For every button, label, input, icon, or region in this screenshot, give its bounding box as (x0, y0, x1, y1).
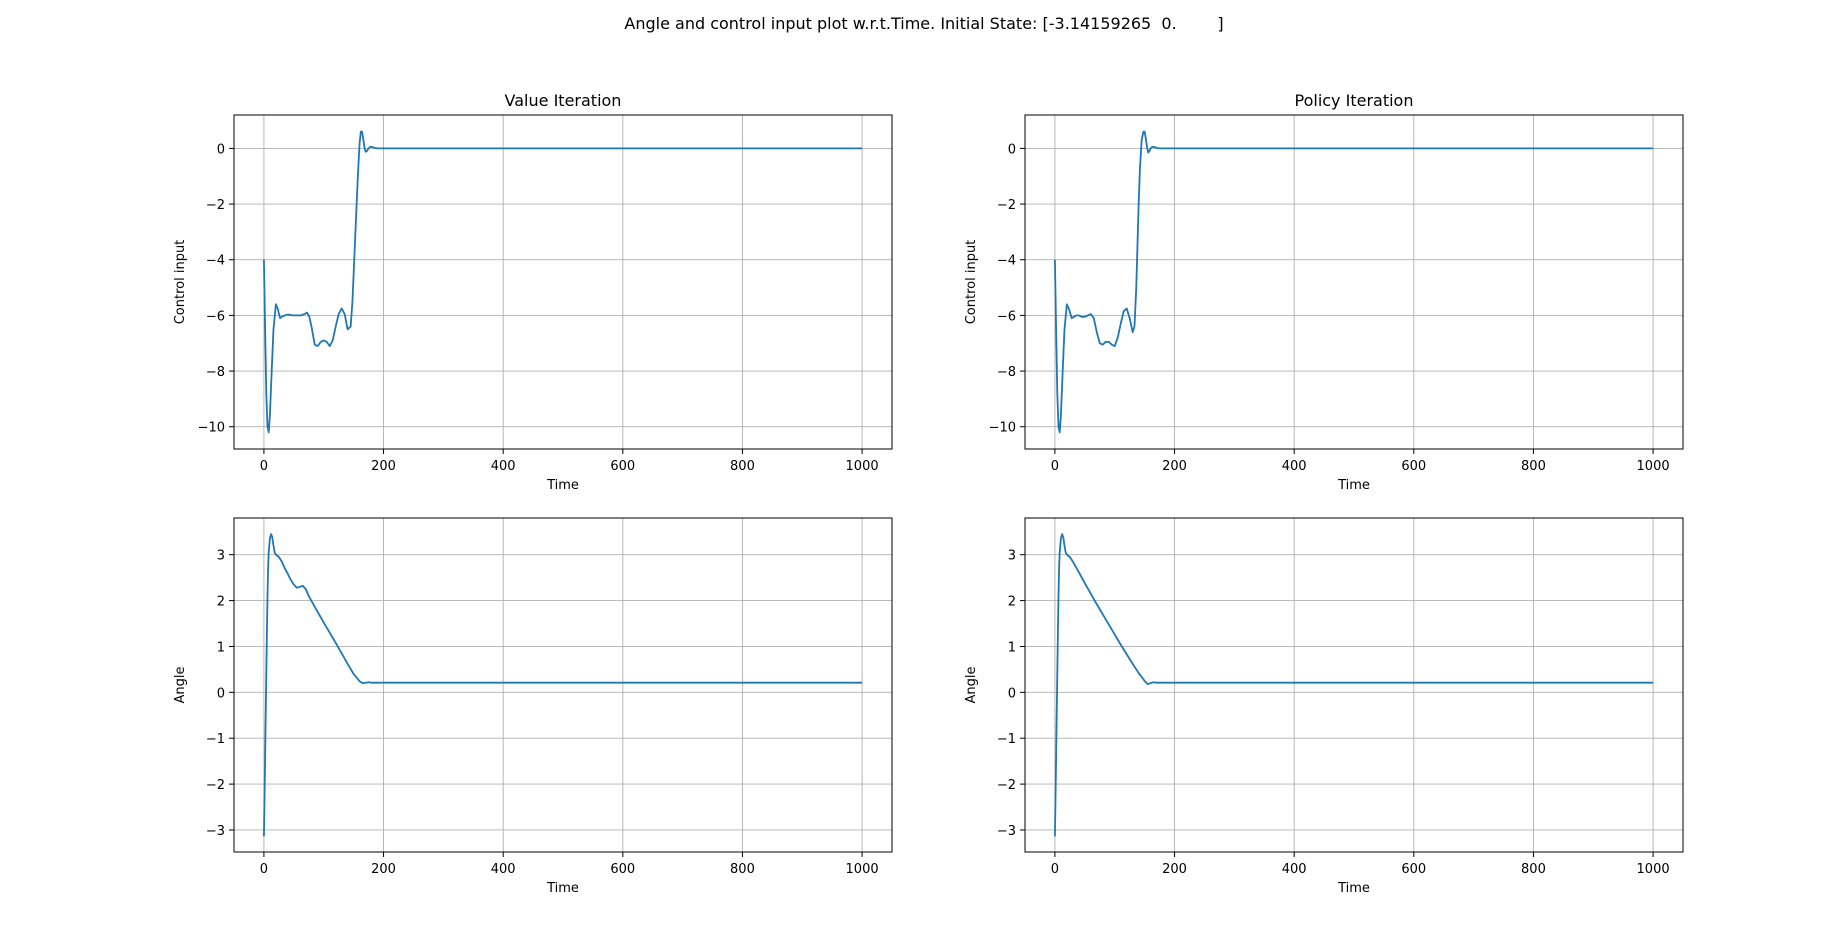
subplot-title: Value Iteration (505, 91, 622, 110)
y-tick-label: −8 (206, 365, 225, 380)
y-tick-label: 0 (1008, 142, 1016, 157)
x-tick-label: 400 (1282, 459, 1307, 474)
y-tick-label: 0 (217, 686, 225, 701)
axes-frame (233, 114, 893, 450)
plot-area (234, 518, 892, 852)
x-tick-label: 200 (1162, 459, 1187, 474)
x-tick-label: 200 (371, 862, 396, 877)
x-tick-label: 0 (260, 459, 268, 474)
subplot-4: 0 200 400 600 800 1000 3 2 1 0 −1 −2 −3 Time Angle (964, 517, 1684, 896)
y-tick-label: −2 (997, 198, 1016, 213)
y-tick-label: −3 (206, 824, 225, 839)
x-tick-label: 1000 (1637, 862, 1670, 877)
x-tick-label: 200 (371, 459, 396, 474)
subplot-3: 0 200 400 600 800 1000 3 2 1 0 −1 −2 −3 Time Angle (173, 517, 893, 896)
y-tick-label: 2 (1008, 595, 1016, 610)
x-axis-label: Time (1337, 881, 1370, 896)
x-axis-label: Time (546, 881, 579, 896)
axes-frame (1024, 517, 1684, 853)
subplot-1: 0 200 400 600 800 1000 0 −2 −4 −6 −8 −10 Value Itera… (173, 91, 893, 493)
x-tick-label: 400 (1282, 862, 1307, 877)
x-tick-label: 400 (491, 459, 516, 474)
y-tick-label: −4 (997, 254, 1016, 269)
y-tick-label: −8 (997, 365, 1016, 380)
x-tick-label: 200 (1162, 862, 1187, 877)
series-line-angle (263, 533, 863, 837)
x-tick-label: 800 (730, 459, 755, 474)
subplot-title: Policy Iteration (1295, 91, 1414, 110)
plot-area (1025, 518, 1683, 852)
y-tick-label: −1 (206, 732, 225, 747)
y-tick-label: −4 (206, 254, 225, 269)
x-tick-label: 600 (610, 459, 635, 474)
figure-suptitle: Angle and control input plot w.r.t.Time.… (624, 14, 1224, 33)
x-tick-label: 400 (491, 862, 516, 877)
y-axis-label: Angle (964, 667, 979, 704)
y-tick-label: −6 (206, 309, 225, 324)
x-tick-label: 0 (1051, 459, 1059, 474)
y-tick-label: −1 (997, 732, 1016, 747)
y-tick-label: 0 (217, 142, 225, 157)
plot-area (1025, 115, 1683, 449)
subplot-2: 0 200 400 600 800 1000 0 −2 −4 −6 −8 −10 Policy Iter… (964, 91, 1684, 493)
x-tick-label: 0 (1051, 862, 1059, 877)
x-tick-label: 1000 (846, 459, 879, 474)
y-tick-label: −2 (206, 778, 225, 793)
y-tick-label: 3 (217, 549, 225, 564)
x-tick-label: 800 (1521, 862, 1546, 877)
y-tick-label: 1 (1008, 640, 1016, 655)
y-tick-label: −3 (997, 824, 1016, 839)
x-axis-label: Time (1337, 478, 1370, 493)
x-tick-label: 800 (1521, 459, 1546, 474)
plot-area (234, 115, 892, 449)
y-tick-label: −6 (997, 309, 1016, 324)
x-tick-label: 600 (1401, 459, 1426, 474)
x-tick-label: 1000 (1637, 459, 1670, 474)
x-tick-label: 600 (1401, 862, 1426, 877)
series-line-angle (1054, 533, 1654, 837)
y-tick-label: 1 (217, 640, 225, 655)
x-tick-label: 1000 (846, 862, 879, 877)
y-tick-label: 3 (1008, 549, 1016, 564)
y-tick-label: −2 (206, 198, 225, 213)
y-tick-label: 2 (217, 595, 225, 610)
x-tick-label: 0 (260, 862, 268, 877)
y-tick-label: −10 (198, 421, 225, 436)
y-axis-label: Control input (964, 240, 979, 325)
y-tick-label: −10 (989, 421, 1016, 436)
y-axis-label: Angle (173, 667, 188, 704)
series-line-control (263, 130, 863, 434)
axes-frame (1024, 114, 1684, 450)
series-line-control (1054, 130, 1654, 434)
y-tick-label: 0 (1008, 686, 1016, 701)
y-axis-label: Control input (173, 240, 188, 325)
x-tick-label: 800 (730, 862, 755, 877)
y-tick-label: −2 (997, 778, 1016, 793)
x-tick-label: 600 (610, 862, 635, 877)
axes-frame (233, 517, 893, 853)
x-axis-label: Time (546, 478, 579, 493)
